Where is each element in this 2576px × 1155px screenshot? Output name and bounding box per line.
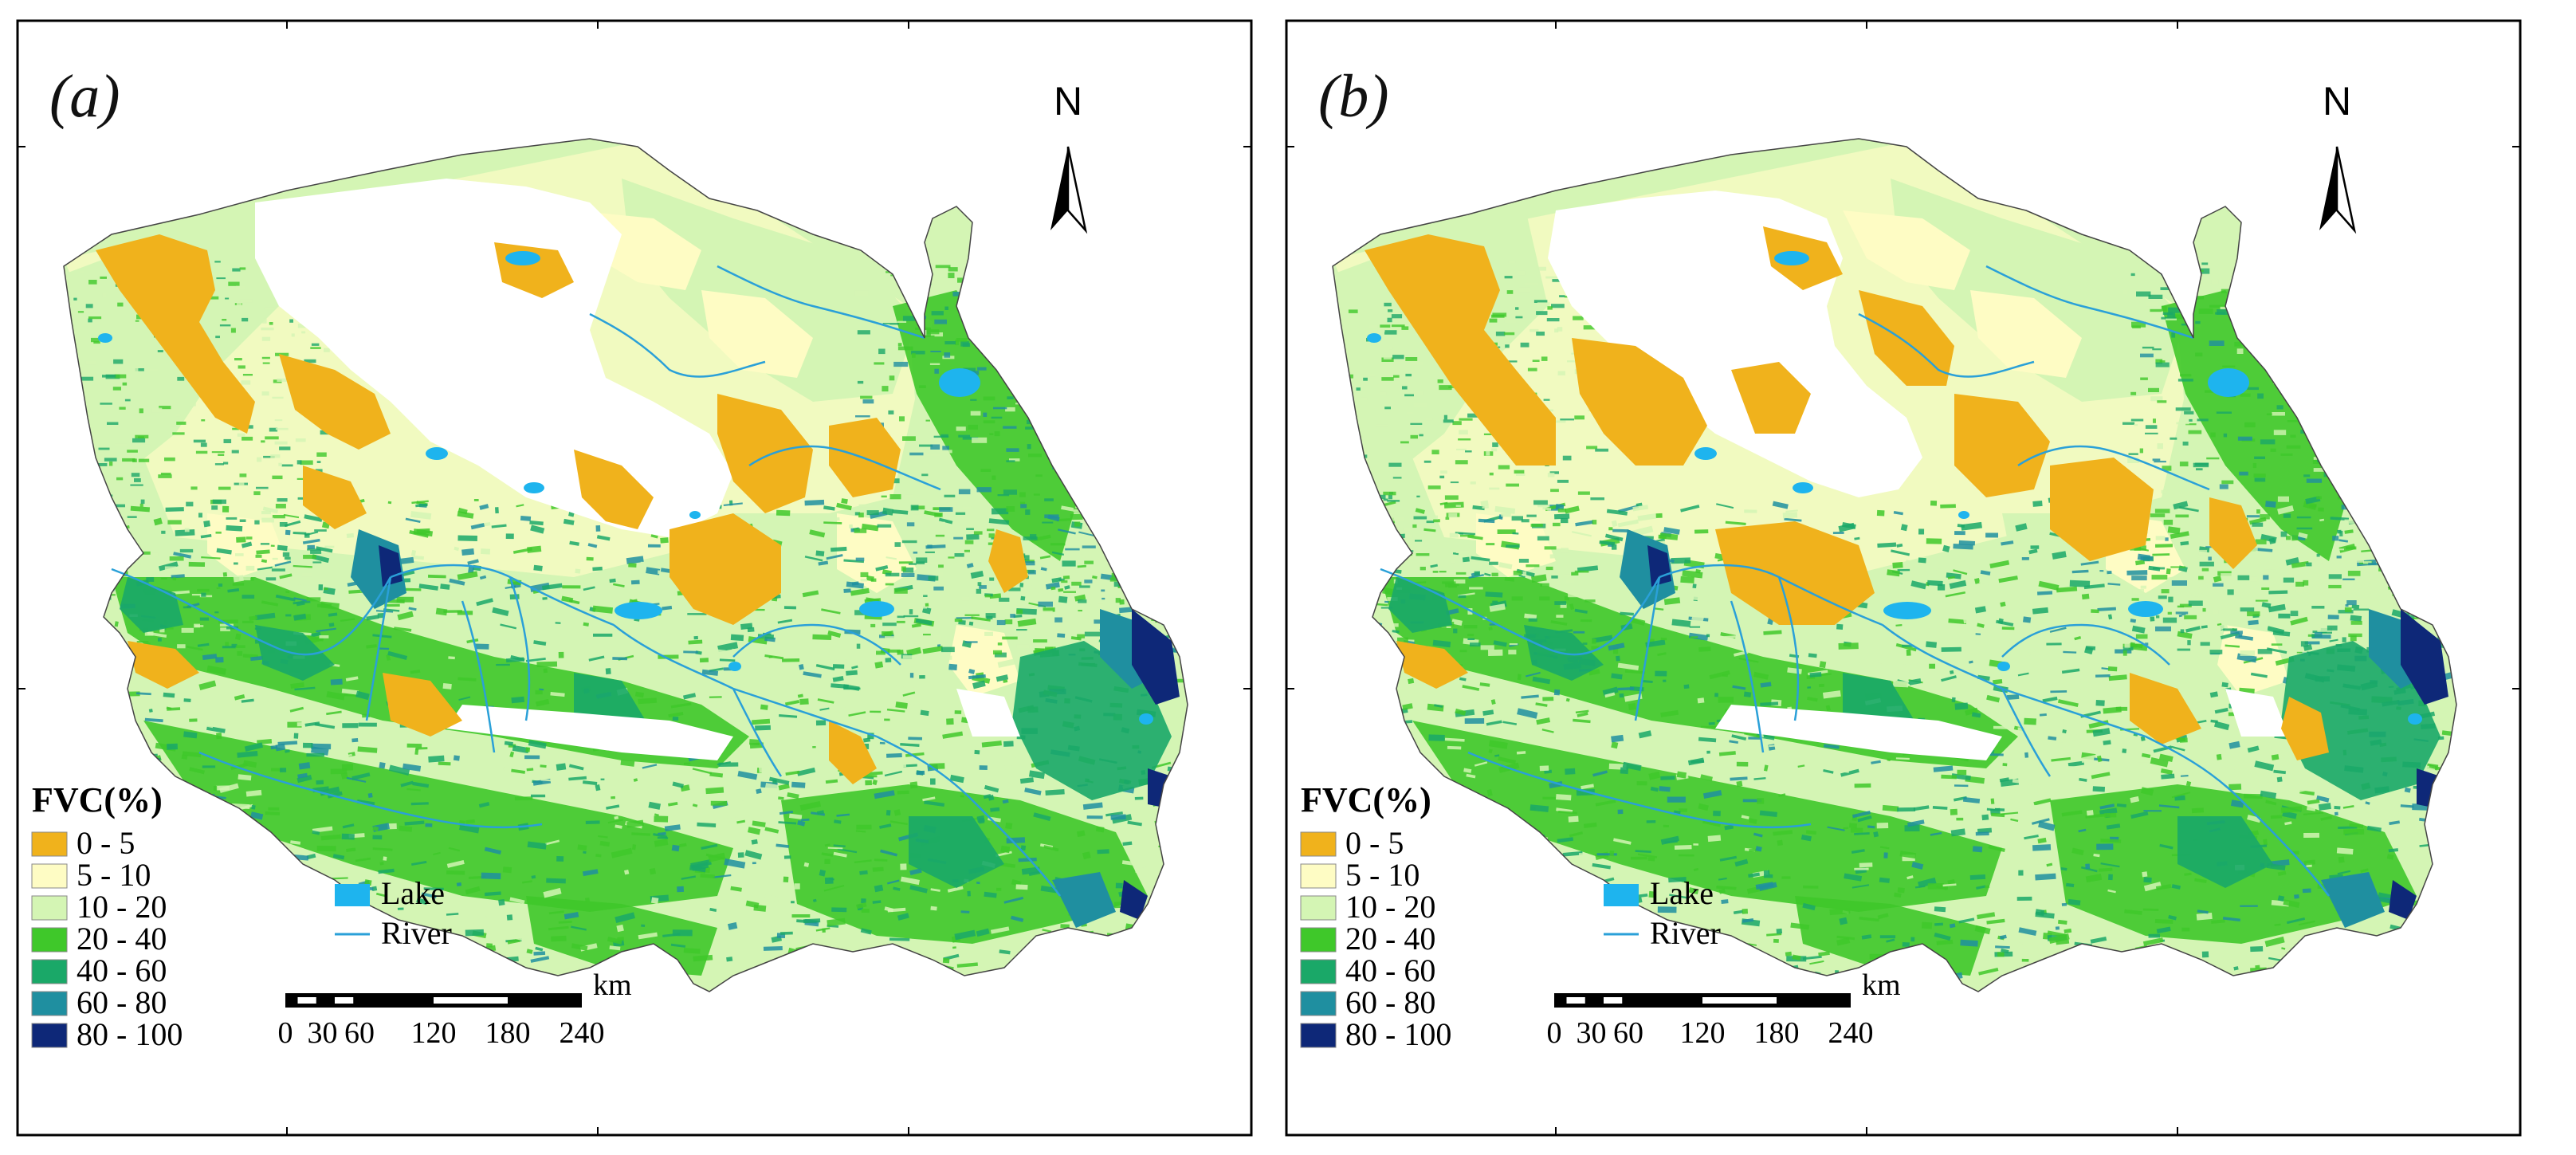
- north-arrow-icon: N: [2319, 79, 2357, 234]
- legend-swatch: [1300, 863, 1337, 889]
- legend-swatch: [31, 927, 68, 953]
- scale-tick-label: 30: [1577, 1016, 1607, 1050]
- legend-class-label: 60 - 80: [77, 984, 167, 1020]
- legend-swatch: [1300, 927, 1337, 953]
- north-letter: N: [1054, 79, 1082, 124]
- scale-tick-label: 60: [1613, 1016, 1643, 1050]
- scale-tick-label: 180: [1754, 1016, 1800, 1050]
- scale-bar: km 0 30 60 120 180 240: [278, 968, 632, 1050]
- legend-swatch: [1300, 831, 1337, 857]
- legend-class-label: 80 - 100: [77, 1016, 183, 1052]
- legend-swatch: [31, 991, 68, 1016]
- lakes: [98, 251, 1153, 725]
- scale-tick-label: 180: [485, 1016, 531, 1050]
- scale-unit: km: [593, 968, 632, 1002]
- legend-class-label: 60 - 80: [1345, 984, 1435, 1020]
- legend-class-label: 40 - 60: [1345, 953, 1435, 988]
- legend-swatch: [31, 863, 68, 889]
- hydro-legend: Lake River: [1604, 875, 1721, 951]
- river-network: [111, 265, 1061, 897]
- scale-tick-label: 0: [278, 1016, 293, 1050]
- legend-swatch: [31, 959, 68, 984]
- scale-tick-label: 240: [1828, 1016, 1874, 1050]
- region-map: [1332, 138, 2457, 992]
- lakes: [1367, 251, 2422, 725]
- scale-tick-label: 240: [560, 1016, 605, 1050]
- scale-tick-label: 120: [411, 1016, 457, 1050]
- legend-class-label: 80 - 100: [1345, 1016, 1451, 1052]
- legend-title: FVC(%): [1301, 780, 1431, 819]
- panel-label: (a): [49, 63, 120, 130]
- legend-swatch: [31, 831, 68, 857]
- river-label: River: [381, 915, 452, 951]
- hydro-legend: Lake River: [335, 875, 452, 951]
- river-network: [1380, 265, 2330, 897]
- scale-unit: km: [1862, 968, 1901, 1002]
- legend-class-label: 40 - 60: [77, 953, 167, 988]
- legend-class-label: 0 - 5: [1345, 825, 1404, 861]
- legend-class-label: 20 - 40: [77, 921, 167, 957]
- frame-ticks: [1286, 21, 2520, 1135]
- north-letter: N: [2323, 79, 2351, 124]
- lake-label: Lake: [1650, 875, 1714, 911]
- legend-swatch: [31, 1023, 68, 1048]
- scale-tick-label: 120: [1680, 1016, 1726, 1050]
- legend-swatch: [31, 895, 68, 921]
- legend-swatch: [1300, 895, 1337, 921]
- scale-bar: km 0 30 60 120 180 240: [1547, 968, 1901, 1050]
- lake-label: Lake: [381, 875, 445, 911]
- legend-title: FVC(%): [32, 780, 163, 819]
- legend-class-label: 10 - 20: [1345, 889, 1435, 925]
- north-arrow-icon: N: [1050, 79, 1088, 234]
- scale-tick-label: 30: [308, 1016, 338, 1050]
- panel-label: (b): [1318, 63, 1389, 130]
- legend-swatch: [1300, 991, 1337, 1016]
- scale-tick-label: 60: [344, 1016, 375, 1050]
- lake-swatch: [1604, 884, 1639, 906]
- scale-tick-label: 0: [1547, 1016, 1562, 1050]
- legend-class-label: 0 - 5: [77, 825, 135, 861]
- frame-ticks: [18, 21, 1251, 1135]
- legend-class-label: 5 - 10: [77, 857, 151, 893]
- legend-class-label: 5 - 10: [1345, 857, 1420, 893]
- legend-swatch: [1300, 959, 1337, 984]
- river-label: River: [1650, 915, 1721, 951]
- legend-class-label: 10 - 20: [77, 889, 167, 925]
- lake-swatch: [335, 884, 370, 906]
- legend-swatch: [1300, 1023, 1337, 1048]
- legend-class-label: 20 - 40: [1345, 921, 1435, 957]
